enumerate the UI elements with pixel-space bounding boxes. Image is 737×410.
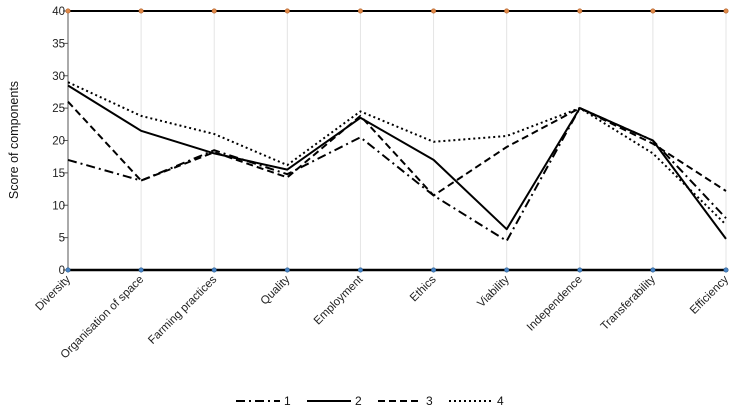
bottom-marker — [431, 267, 437, 273]
bottom-marker — [211, 267, 217, 273]
top-marker — [650, 8, 656, 14]
series-line-2 — [67, 84, 727, 240]
y-tick-label: 10 — [52, 200, 65, 212]
legend-label-3: 3 — [426, 394, 433, 408]
axis-layer — [63, 8, 729, 273]
top-marker — [431, 8, 437, 14]
bottom-marker — [577, 267, 583, 273]
series-line-3 — [67, 101, 727, 197]
bottom-marker — [284, 267, 290, 273]
x-tick-label: Viability — [475, 273, 512, 310]
x-tick-label: Independence — [525, 274, 585, 334]
top-marker — [723, 8, 729, 14]
bottom-marker — [723, 267, 729, 273]
x-tick-label: Organisation of space — [59, 274, 147, 362]
x-tick-label: Diversity — [33, 273, 73, 313]
y-tick-label: 0 — [59, 265, 65, 277]
y-tick-label: 20 — [52, 136, 65, 148]
top-marker — [577, 8, 583, 14]
top-marker — [65, 8, 71, 14]
bottom-marker — [650, 267, 656, 273]
y-tick-labels: 0 5 10 15 20 25 30 35 40 — [52, 6, 65, 277]
x-tick-label: Transferability — [599, 273, 658, 332]
x-tick-label: Efficiency — [688, 273, 731, 316]
y-tick-label: 25 — [52, 103, 65, 115]
top-marker — [504, 8, 510, 14]
series-layer — [67, 81, 727, 242]
legend: 1 2 3 4 — [236, 394, 504, 408]
x-tick-label: Ethics — [408, 273, 439, 304]
x-tick-label: Quality — [259, 273, 293, 307]
top-marker — [357, 8, 363, 14]
bottom-marker — [65, 267, 71, 273]
y-tick-label: 35 — [52, 38, 65, 50]
y-tick-label: 5 — [59, 233, 65, 245]
top-marker — [211, 8, 217, 14]
x-tick-label: Farming practices — [146, 273, 219, 346]
y-tick-label: 40 — [52, 6, 65, 18]
legend-label-2: 2 — [355, 394, 362, 408]
series-line-4 — [67, 81, 727, 226]
top-marker — [138, 8, 144, 14]
y-axis-title: Score of components — [7, 81, 21, 199]
top-marker — [284, 8, 290, 14]
x-tick-label: Employment — [312, 273, 366, 327]
bottom-marker — [357, 267, 363, 273]
y-tick-label: 30 — [52, 71, 65, 83]
grid-layer — [67, 11, 727, 270]
legend-label-4: 4 — [497, 394, 504, 408]
y-tick-label: 15 — [52, 168, 65, 180]
bottom-marker — [138, 267, 144, 273]
legend-label-1: 1 — [284, 394, 291, 408]
series-line-1 — [67, 107, 727, 242]
bottom-marker — [504, 267, 510, 273]
